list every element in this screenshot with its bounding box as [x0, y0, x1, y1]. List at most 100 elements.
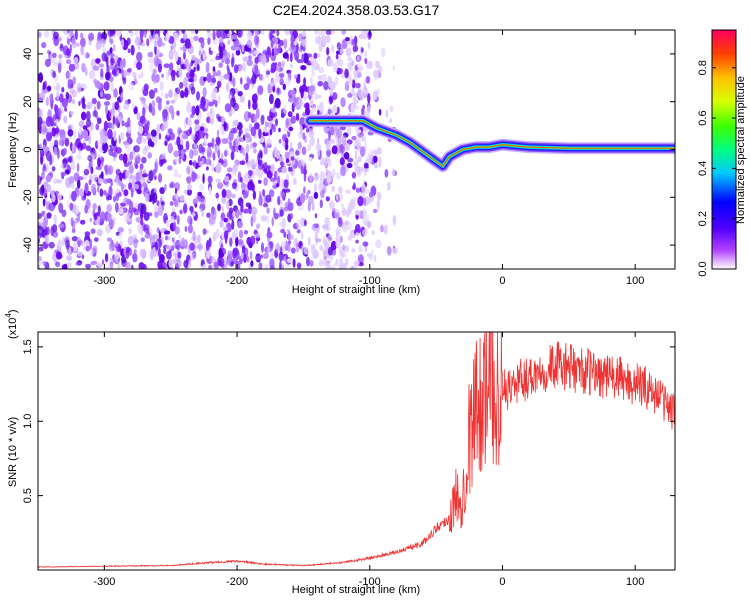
noise-speckle [264, 263, 269, 269]
noise-speckle [355, 99, 359, 104]
noise-speckle [253, 49, 260, 55]
noise-speckle [214, 100, 218, 108]
noise-speckle [159, 30, 165, 34]
noise-speckle [282, 83, 286, 91]
noise-speckle [157, 101, 162, 111]
noise-speckle [375, 239, 382, 249]
noise-speckle [112, 115, 116, 125]
noise-speckle [351, 39, 355, 46]
noise-speckle [183, 77, 188, 88]
noise-speckle [98, 178, 104, 185]
noise-speckle [92, 209, 95, 217]
noise-speckle [231, 219, 235, 230]
noise-speckle [42, 261, 47, 266]
noise-speckle [129, 151, 134, 161]
noise-speckle [304, 219, 307, 227]
noise-speckle [327, 58, 334, 67]
noise-speckle [117, 245, 122, 253]
noise-speckle [109, 261, 114, 269]
noise-speckle [216, 30, 222, 39]
noise-speckle [144, 30, 147, 39]
noise-speckle [182, 32, 188, 42]
noise-speckle [261, 242, 264, 253]
noise-speckle [251, 93, 258, 104]
noise-speckle [212, 66, 216, 72]
noise-speckle [81, 83, 85, 88]
noise-speckle [145, 193, 150, 203]
noise-speckle [148, 89, 155, 99]
noise-speckle [232, 34, 238, 40]
noise-speckle [346, 126, 352, 135]
noise-speckle [302, 132, 306, 141]
noise-speckle [277, 195, 281, 206]
noise-speckle [301, 146, 307, 156]
noise-speckle [148, 229, 153, 234]
noise-speckle [207, 175, 213, 184]
noise-speckle [232, 140, 236, 151]
noise-speckle [209, 58, 217, 63]
noise-speckle [254, 56, 259, 64]
noise-speckle [355, 239, 359, 244]
noise-speckle [235, 260, 241, 269]
noise-speckle [42, 81, 46, 91]
noise-speckle [174, 157, 178, 163]
noise-speckle [283, 38, 288, 50]
noise-speckle [58, 37, 62, 42]
noise-speckle [246, 30, 253, 41]
noise-speckle [219, 36, 224, 48]
noise-speckle [71, 37, 76, 45]
noise-speckle [62, 45, 69, 56]
noise-speckle [102, 47, 106, 53]
noise-speckle [200, 198, 206, 205]
noise-speckle [275, 149, 281, 160]
noise-speckle [126, 37, 131, 46]
noise-speckle [68, 247, 72, 256]
noise-speckle [88, 179, 92, 186]
noise-speckle [63, 147, 67, 155]
noise-speckle [155, 30, 160, 34]
noise-speckle [134, 163, 139, 170]
noise-speckle [141, 173, 149, 178]
noise-speckle [342, 224, 348, 233]
noise-speckle [329, 94, 333, 105]
noise-speckle [351, 60, 355, 66]
noise-speckle [354, 210, 361, 216]
noise-speckle [353, 35, 358, 46]
noise-speckle [168, 49, 174, 60]
noise-speckle [354, 149, 358, 161]
noise-speckle [154, 211, 159, 218]
noise-speckle [176, 110, 180, 116]
noise-speckle [254, 64, 259, 75]
noise-speckle [177, 251, 182, 259]
noise-speckle [314, 91, 318, 101]
noise-speckle [260, 150, 263, 159]
noise-speckle [378, 65, 383, 74]
noise-speckle [38, 118, 41, 129]
noise-speckle [284, 151, 290, 160]
noise-speckle [198, 37, 205, 44]
noise-speckle [346, 162, 353, 169]
noise-speckle [223, 122, 227, 131]
noise-speckle [176, 136, 181, 147]
noise-speckle [110, 122, 115, 130]
noise-speckle [201, 264, 208, 269]
noise-speckle [92, 110, 99, 118]
noise-speckle [266, 46, 271, 55]
noise-speckle [168, 62, 174, 71]
noise-speckle [279, 161, 284, 167]
noise-speckle [373, 68, 379, 80]
noise-speckle [76, 154, 82, 160]
noise-speckle [335, 76, 339, 86]
noise-speckle [123, 197, 128, 205]
noise-speckle [317, 75, 322, 80]
noise-speckle [67, 79, 74, 89]
noise-speckle [246, 39, 253, 49]
noise-speckle [89, 69, 96, 80]
snr-x-axis-label: Height of straight line (km) [292, 584, 420, 596]
noise-speckle [97, 157, 102, 168]
noise-speckle [212, 30, 216, 41]
noise-speckle [38, 31, 42, 39]
noise-speckle [219, 125, 225, 135]
noise-speckle [45, 226, 48, 236]
noise-speckle [370, 249, 374, 260]
